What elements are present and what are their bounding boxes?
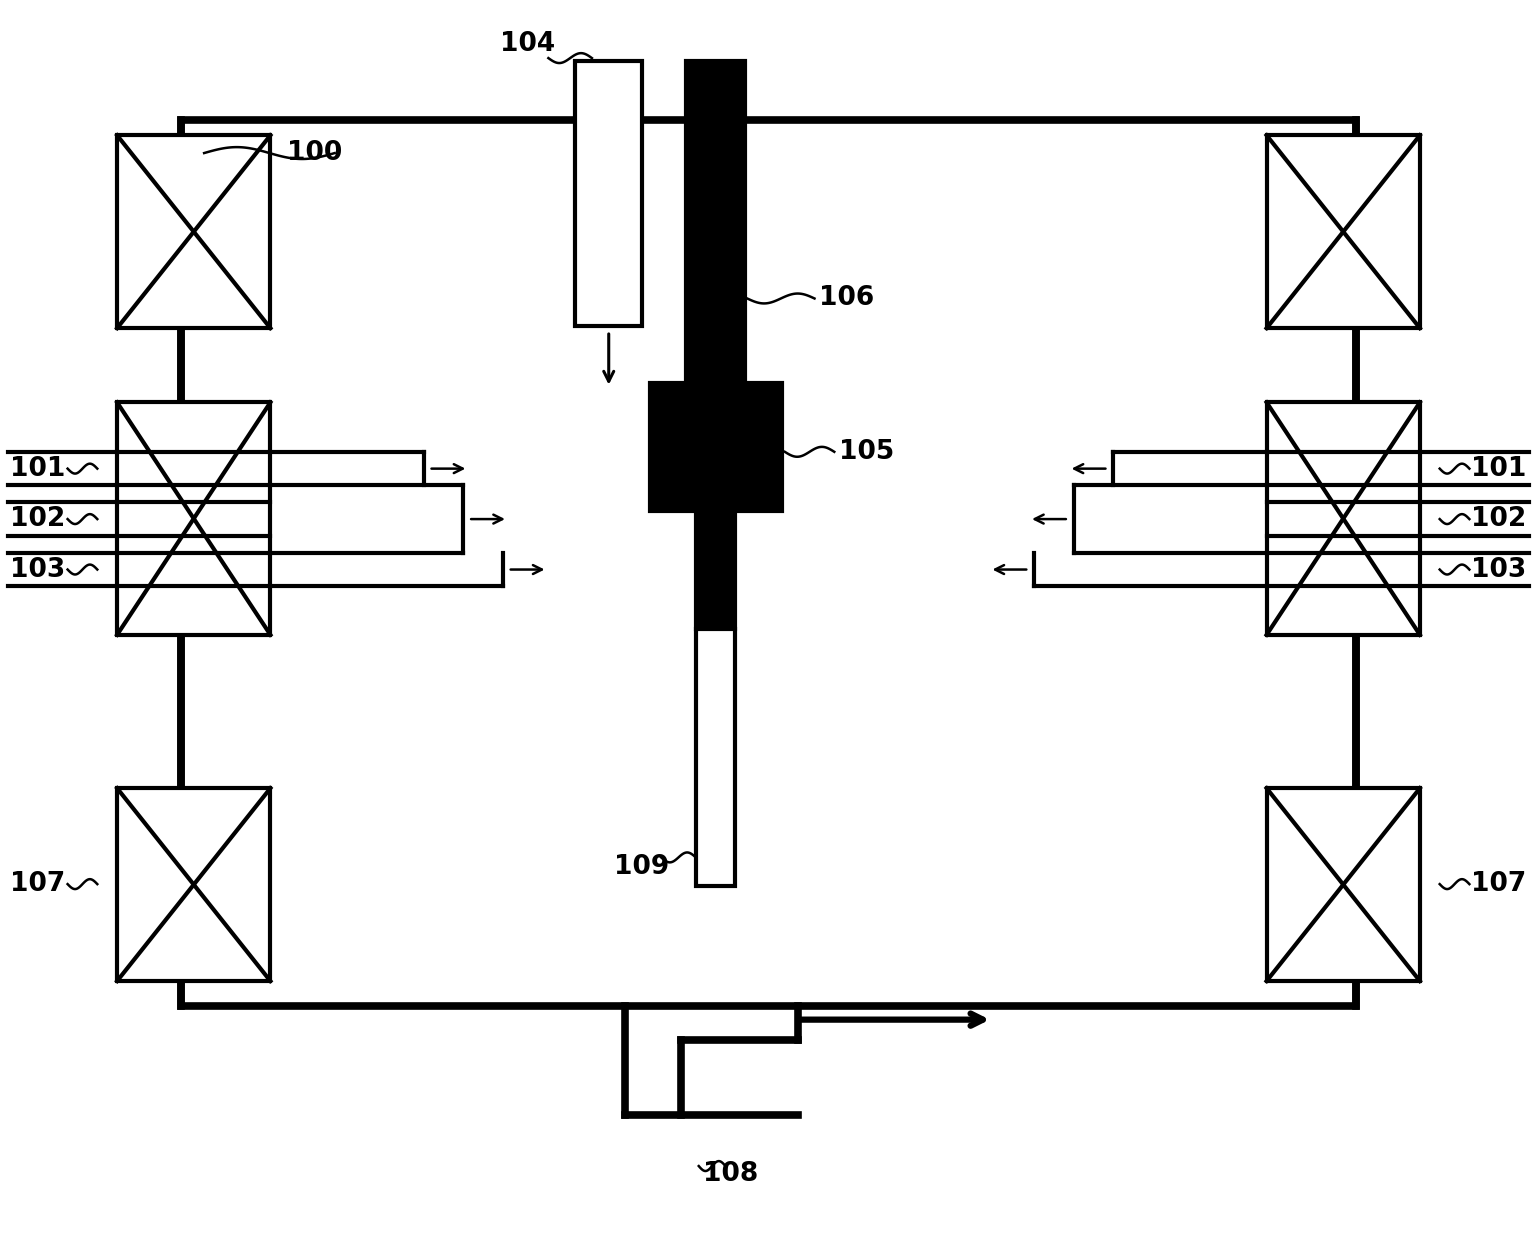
Text: 103: 103 (11, 557, 66, 583)
Bar (650, 383, 782, 511)
Text: 101: 101 (11, 456, 66, 482)
Text: 106: 106 (819, 286, 875, 312)
Bar (686, 61, 745, 383)
Text: 104: 104 (500, 31, 555, 57)
Text: 100: 100 (287, 140, 343, 166)
Text: 107: 107 (1471, 872, 1526, 898)
Text: 101: 101 (1471, 456, 1526, 482)
Text: 105: 105 (839, 438, 895, 464)
Bar (117, 402, 271, 635)
Bar (117, 135, 271, 328)
Text: 108: 108 (702, 1161, 758, 1187)
Bar (1266, 402, 1420, 635)
Text: 102: 102 (1471, 506, 1526, 532)
Bar (181, 120, 1356, 1005)
Bar (1266, 135, 1420, 328)
Bar (575, 61, 642, 326)
Bar (696, 629, 735, 886)
Text: 107: 107 (11, 872, 66, 898)
Text: 103: 103 (1471, 557, 1526, 583)
Bar (696, 510, 735, 629)
Bar (117, 789, 271, 980)
Text: 102: 102 (11, 506, 66, 532)
Text: 109: 109 (613, 854, 669, 880)
Bar (1266, 789, 1420, 980)
